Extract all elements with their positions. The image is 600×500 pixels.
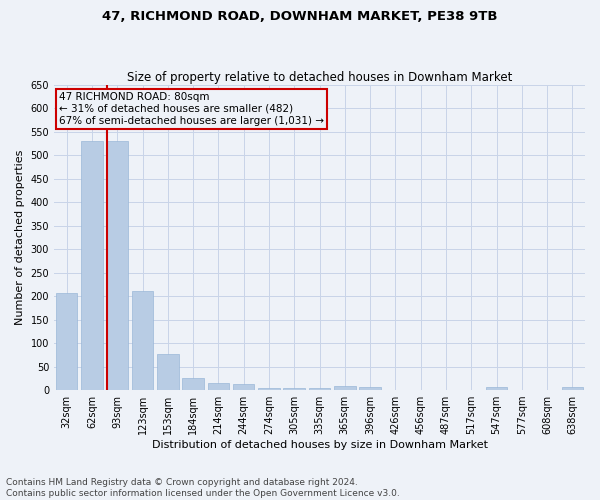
Bar [157, 354, 179, 390]
Bar [81, 141, 103, 390]
Bar [107, 141, 128, 390]
Title: Size of property relative to detached houses in Downham Market: Size of property relative to detached ho… [127, 70, 512, 84]
Bar [208, 383, 229, 390]
Bar [258, 388, 280, 390]
Bar [182, 378, 204, 390]
Bar [283, 388, 305, 390]
Bar [233, 384, 254, 390]
Text: 47 RICHMOND ROAD: 80sqm
← 31% of detached houses are smaller (482)
67% of semi-d: 47 RICHMOND ROAD: 80sqm ← 31% of detache… [59, 92, 325, 126]
Bar [334, 386, 356, 390]
Text: 47, RICHMOND ROAD, DOWNHAM MARKET, PE38 9TB: 47, RICHMOND ROAD, DOWNHAM MARKET, PE38 … [102, 10, 498, 23]
Bar [132, 292, 153, 390]
X-axis label: Distribution of detached houses by size in Downham Market: Distribution of detached houses by size … [152, 440, 488, 450]
Y-axis label: Number of detached properties: Number of detached properties [15, 150, 25, 325]
Bar [486, 388, 507, 390]
Bar [309, 388, 330, 390]
Bar [56, 293, 77, 390]
Bar [562, 388, 583, 390]
Bar [359, 387, 381, 390]
Text: Contains HM Land Registry data © Crown copyright and database right 2024.
Contai: Contains HM Land Registry data © Crown c… [6, 478, 400, 498]
